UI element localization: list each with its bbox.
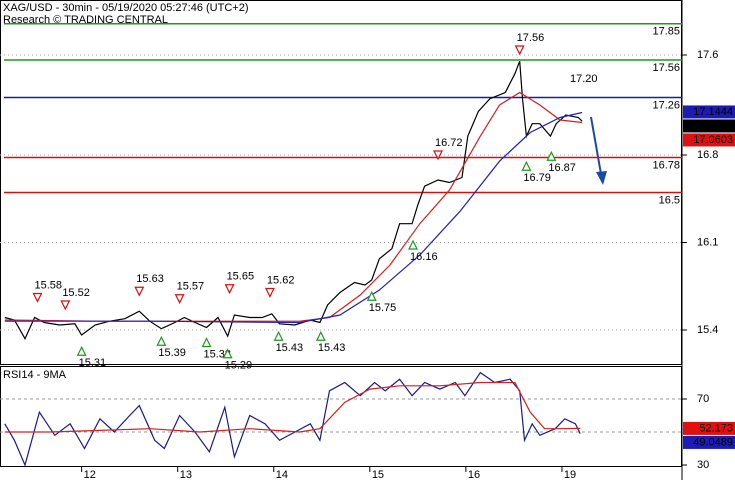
pivot-label: 15.29 bbox=[225, 360, 253, 372]
x-tick-label: 16 bbox=[468, 469, 480, 480]
pivot-label: 15.58 bbox=[34, 279, 62, 291]
pivot-label: 15.39 bbox=[158, 347, 186, 359]
level-label: 17.85 bbox=[652, 26, 680, 38]
pivot-marker bbox=[433, 150, 443, 161]
pivot-label: 16.87 bbox=[548, 162, 576, 174]
y-tick-label: 16.1 bbox=[697, 236, 718, 248]
pivot-marker bbox=[273, 330, 284, 341]
rsi-pane-frame bbox=[0, 366, 682, 467]
series-line bbox=[4, 91, 583, 322]
forecast-arrow bbox=[590, 116, 602, 175]
value-tag-label: 17.069 bbox=[699, 120, 733, 132]
series-line bbox=[4, 381, 581, 433]
pivot-marker bbox=[60, 300, 71, 311]
level-label: 17.56 bbox=[652, 62, 680, 74]
pivot-label: 15.65 bbox=[227, 271, 255, 283]
pivot-label: 15.43 bbox=[318, 342, 346, 354]
pivot-label: 15.63 bbox=[136, 273, 164, 285]
x-tick-label: 13 bbox=[180, 469, 192, 480]
pivot-marker bbox=[366, 290, 377, 301]
pivot-label: 16.79 bbox=[523, 172, 551, 184]
pivot-label: 15.31 bbox=[79, 357, 107, 369]
pivot-label: 15.62 bbox=[267, 274, 295, 286]
series-line bbox=[4, 60, 583, 341]
level-label: 16.5 bbox=[659, 194, 680, 206]
value-tag-box bbox=[683, 133, 735, 147]
pivot-label: 15.57 bbox=[177, 281, 205, 293]
y-tick-label: 70 bbox=[697, 393, 709, 405]
pivot-marker bbox=[514, 45, 525, 56]
pivot-marker bbox=[134, 286, 145, 297]
forecast-arrow-head bbox=[596, 171, 607, 185]
pivot-label: 15.75 bbox=[369, 302, 397, 314]
value-tag-box bbox=[683, 119, 735, 133]
pivot-marker bbox=[76, 345, 87, 356]
rsi-title: RSI14 - 9MA bbox=[3, 369, 67, 381]
value-tag-box bbox=[683, 105, 735, 119]
pivot-marker bbox=[315, 330, 326, 341]
chart-title: XAG/USD - 30min - 05/19/2020 05:27:46 (U… bbox=[3, 2, 248, 14]
pivot-marker bbox=[546, 150, 557, 161]
value-tag-label: 17.1444 bbox=[693, 106, 733, 118]
x-tick-label: 19 bbox=[564, 469, 576, 480]
chart-subtitle: Research © TRADING CENTRAL bbox=[3, 14, 168, 26]
pivot-marker bbox=[408, 239, 419, 250]
pivot-label: 16.72 bbox=[435, 137, 463, 149]
x-tick-label: 15 bbox=[372, 469, 384, 480]
y-tick-label: 16.8 bbox=[697, 149, 718, 161]
value-tag-label: 49.0489 bbox=[693, 436, 733, 448]
pivot-label: 15.52 bbox=[62, 287, 90, 299]
x-tick-label: 14 bbox=[276, 469, 288, 480]
pivot-marker bbox=[222, 348, 233, 359]
level-label: 16.78 bbox=[652, 159, 680, 171]
pivot-marker bbox=[224, 284, 235, 295]
y-tick-label: 15.4 bbox=[697, 324, 718, 336]
y-tick-label: 30 bbox=[697, 459, 709, 471]
pivot-marker bbox=[156, 335, 167, 346]
pivot-marker bbox=[174, 294, 185, 305]
pivot-marker bbox=[201, 337, 212, 348]
value-tag-label: 52.173 bbox=[699, 422, 733, 434]
value-tag-box bbox=[683, 421, 735, 435]
value-tag-box bbox=[683, 435, 735, 449]
x-tick-label: 12 bbox=[84, 469, 96, 480]
pivot-marker bbox=[264, 287, 275, 298]
y-tick-label: 17.6 bbox=[697, 49, 718, 61]
pivot-label: 17.56 bbox=[517, 32, 545, 44]
pivot-marker bbox=[32, 292, 43, 303]
pivot-label: 17.20 bbox=[570, 73, 598, 85]
level-label: 17.26 bbox=[652, 99, 680, 111]
pivot-marker bbox=[521, 160, 532, 171]
value-tag-label: 17.0603 bbox=[693, 134, 733, 146]
pivot-label: 15.43 bbox=[276, 342, 304, 354]
series-line bbox=[4, 111, 583, 324]
pivot-label: 16.16 bbox=[410, 251, 438, 263]
series-line bbox=[4, 371, 581, 467]
